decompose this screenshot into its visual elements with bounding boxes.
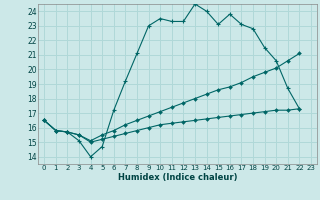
X-axis label: Humidex (Indice chaleur): Humidex (Indice chaleur): [118, 173, 237, 182]
